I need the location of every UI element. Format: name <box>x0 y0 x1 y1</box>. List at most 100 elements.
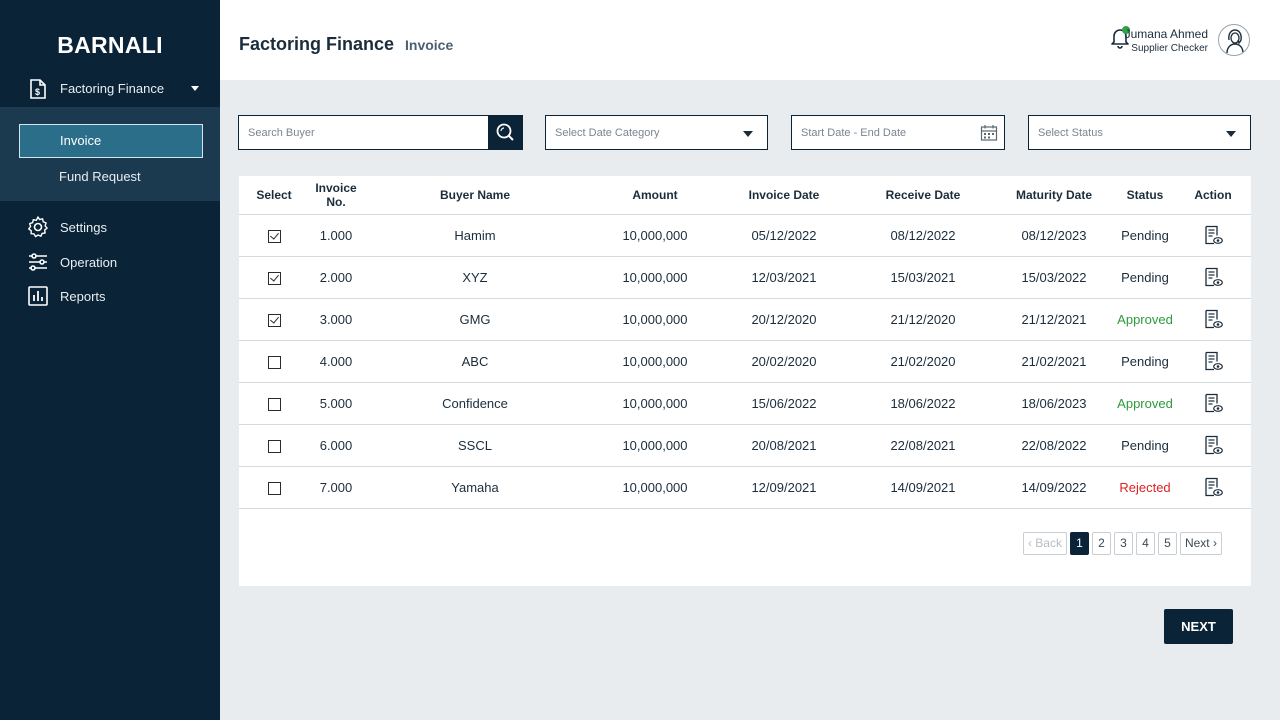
search-button[interactable] <box>488 115 523 150</box>
breadcrumb-invoice[interactable]: Invoice <box>405 37 454 53</box>
row-checkbox[interactable] <box>267 313 281 327</box>
sidebar-subitem-invoice[interactable]: Invoice <box>19 124 203 158</box>
cell-action <box>1175 424 1251 467</box>
cell-invoice-no: 4.000 <box>309 340 363 383</box>
view-document-icon[interactable] <box>1203 351 1223 371</box>
cell-status: Approved <box>1115 298 1175 341</box>
pagination: ‹ Back 1 2 3 4 5 Next › <box>1022 532 1222 555</box>
cell-receive-date: 22/08/2021 <box>853 424 993 467</box>
sidebar-subitem-fund-request[interactable]: Fund Request <box>59 169 141 184</box>
pagination-page-2[interactable]: 2 <box>1091 532 1111 555</box>
top-header: Factoring Finance Invoice Jumana Ahmed S… <box>220 0 1280 80</box>
pagination-page-3[interactable]: 3 <box>1113 532 1133 555</box>
cell-receive-date: 21/12/2020 <box>853 298 993 341</box>
notification-dot <box>1122 26 1130 34</box>
sidebar-item-factoring-finance[interactable]: $ Factoring Finance <box>0 72 220 106</box>
cell-buyer-name: GMG <box>363 298 587 341</box>
row-checkbox[interactable] <box>267 271 281 285</box>
cell-select <box>239 214 309 257</box>
cell-buyer-name: Yamaha <box>363 466 587 509</box>
cell-receive-date: 14/09/2021 <box>853 466 993 509</box>
column-header-buyer-name: Buyer Name <box>363 176 587 215</box>
sidebar-item-label: Factoring Finance <box>60 81 165 96</box>
cell-amount: 10,000,000 <box>595 340 715 383</box>
cell-receive-date: 18/06/2022 <box>853 382 993 425</box>
cell-action <box>1175 214 1251 257</box>
cell-action <box>1175 466 1251 509</box>
cell-invoice-date: 12/09/2021 <box>715 466 853 509</box>
pagination-page-4[interactable]: 4 <box>1135 532 1155 555</box>
cell-invoice-date: 20/12/2020 <box>715 298 853 341</box>
cell-select <box>239 298 309 341</box>
row-checkbox[interactable] <box>267 355 281 369</box>
cell-maturity-date: 21/02/2021 <box>993 340 1115 383</box>
pagination-next-button[interactable]: Next › <box>1179 532 1222 555</box>
pagination-page-1[interactable]: 1 <box>1069 532 1089 555</box>
calendar-icon <box>980 125 998 141</box>
sidebar-item-operation[interactable]: Operation <box>0 247 220 277</box>
cell-invoice-no: 3.000 <box>309 298 363 341</box>
sidebar-item-reports[interactable]: Reports <box>0 281 220 311</box>
pagination-back-button[interactable]: ‹ Back <box>1022 532 1067 555</box>
row-checkbox[interactable] <box>267 229 281 243</box>
sliders-icon <box>29 253 47 271</box>
cell-invoice-date: 12/03/2021 <box>715 256 853 299</box>
sidebar-item-settings[interactable]: Settings <box>0 212 220 242</box>
column-header-maturity-date: Maturity Date <box>993 176 1115 215</box>
cell-invoice-date: 15/06/2022 <box>715 382 853 425</box>
sidebar-item-label: Settings <box>60 220 107 235</box>
caret-down-icon <box>191 86 199 91</box>
cell-status: Pending <box>1115 340 1175 383</box>
cell-action <box>1175 298 1251 341</box>
cell-spacer <box>587 382 595 425</box>
caret-down-icon <box>743 131 753 137</box>
cell-maturity-date: 14/09/2022 <box>993 466 1115 509</box>
next-button[interactable]: NEXT <box>1164 609 1233 644</box>
status-select[interactable]: Select Status <box>1028 115 1251 150</box>
caret-down-icon <box>1226 131 1236 137</box>
row-checkbox[interactable] <box>267 397 281 411</box>
view-document-icon[interactable] <box>1203 393 1223 413</box>
row-checkbox[interactable] <box>267 481 281 495</box>
cell-spacer <box>587 466 595 509</box>
cell-receive-date: 21/02/2020 <box>853 340 993 383</box>
date-category-select[interactable]: Select Date Category <box>545 115 768 150</box>
table-row: 5.000 Confidence 10,000,000 15/06/2022 18/06… <box>239 382 1251 425</box>
cell-status: Pending <box>1115 256 1175 299</box>
column-header-status: Status <box>1115 176 1175 215</box>
search-box <box>238 115 523 150</box>
cell-spacer <box>587 298 595 341</box>
cell-action <box>1175 340 1251 383</box>
search-input[interactable] <box>239 116 488 149</box>
date-range-picker[interactable]: Start Date - End Date <box>791 115 1005 150</box>
avatar[interactable] <box>1218 24 1250 56</box>
cell-spacer <box>587 214 595 257</box>
cell-status: Approved <box>1115 382 1175 425</box>
cell-buyer-name: ABC <box>363 340 587 383</box>
row-checkbox[interactable] <box>267 439 281 453</box>
sidebar-item-label: Reports <box>60 289 106 304</box>
user-name: Jumana Ahmed <box>1124 27 1208 41</box>
sidebar-submenu: Invoice Fund Request <box>0 107 220 201</box>
view-document-icon[interactable] <box>1203 225 1223 245</box>
chart-icon <box>28 286 48 306</box>
cell-select <box>239 382 309 425</box>
pagination-page-5[interactable]: 5 <box>1157 532 1177 555</box>
user-avatar-icon <box>1226 29 1244 54</box>
view-document-icon[interactable] <box>1203 309 1223 329</box>
cell-maturity-date: 22/08/2022 <box>993 424 1115 467</box>
pagination-next-label: Next <box>1184 536 1210 550</box>
view-document-icon[interactable] <box>1203 267 1223 287</box>
column-header-amount: Amount <box>595 176 715 215</box>
column-header-receive-date: Receive Date <box>853 176 993 215</box>
cell-action <box>1175 382 1251 425</box>
user-role: Supplier Checker <box>1131 43 1208 54</box>
cell-spacer <box>587 340 595 383</box>
document-dollar-icon: $ <box>30 79 46 99</box>
cell-invoice-date: 20/08/2021 <box>715 424 853 467</box>
view-document-icon[interactable] <box>1203 477 1223 497</box>
view-document-icon[interactable] <box>1203 435 1223 455</box>
chevron-left-icon: ‹ <box>1027 536 1036 550</box>
cell-action <box>1175 256 1251 299</box>
cell-spacer <box>587 256 595 299</box>
